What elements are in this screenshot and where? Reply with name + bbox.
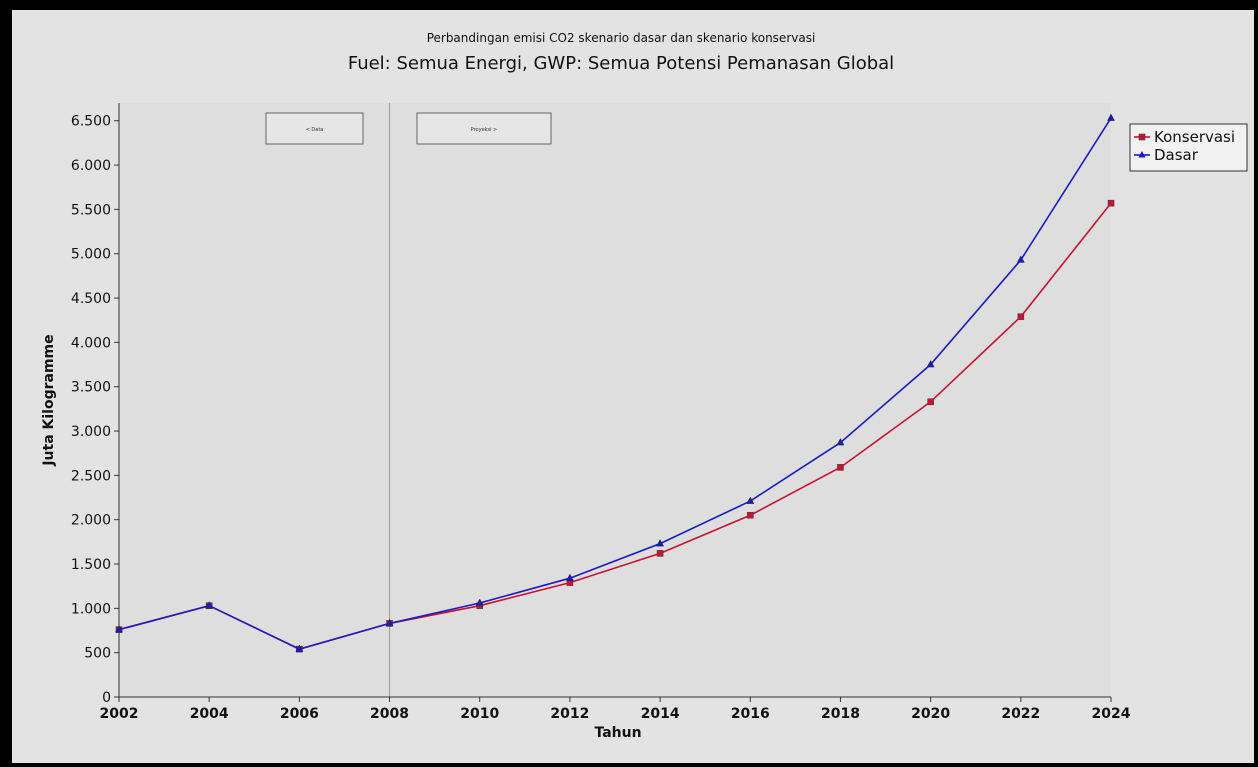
region-label: Proyeksi > bbox=[471, 127, 498, 133]
legend-frame bbox=[1129, 123, 1248, 172]
x-axis-label: Tahun bbox=[594, 725, 641, 741]
data-point-konservasi bbox=[746, 511, 754, 519]
y-tick-label: 4.000 bbox=[71, 335, 111, 351]
data-point-dasar bbox=[656, 539, 665, 547]
x-tick-label: 2016 bbox=[731, 706, 770, 722]
y-tick-label: 4.500 bbox=[71, 291, 111, 307]
data-point-konservasi bbox=[837, 464, 844, 471]
region-label: < Data bbox=[306, 127, 324, 133]
y-tick-label: 5.500 bbox=[71, 202, 111, 218]
data-point-dasar bbox=[746, 496, 755, 504]
data-point-konservasi bbox=[656, 550, 664, 557]
y-tick-label: 2.500 bbox=[71, 468, 111, 484]
plot-area bbox=[119, 103, 1111, 697]
data-point-dasar bbox=[1016, 255, 1025, 263]
x-tick-label: 2012 bbox=[550, 706, 589, 722]
legend-marker-dasar bbox=[1138, 151, 1146, 158]
x-tick-label: 2024 bbox=[1092, 706, 1131, 722]
legend-label-konservasi: Konservasi bbox=[1154, 128, 1235, 146]
y-tick-label: 2.000 bbox=[71, 513, 111, 529]
data-point-dasar bbox=[926, 360, 935, 368]
y-tick-label: 1.500 bbox=[71, 557, 111, 573]
x-tick-label: 2014 bbox=[641, 706, 680, 722]
x-axis: 2002 2004 2006 2008 2010 2012 2014 2016 2018 2020… bbox=[100, 696, 1131, 722]
data-point-dasar bbox=[836, 438, 845, 446]
data-point-dasar bbox=[1107, 113, 1115, 121]
series-dasar bbox=[115, 113, 1115, 652]
y-axis-label: Juta Kilogramme bbox=[41, 334, 57, 466]
data-point-dasar bbox=[475, 598, 484, 606]
x-tick-label: 2022 bbox=[1001, 706, 1040, 722]
data-point-konservasi bbox=[927, 398, 934, 406]
line-chart: < Data Proyeksi > 0 500 1.000 1.500 2.000 2.50… bbox=[41, 103, 1248, 741]
y-axis: 0 500 1.000 1.500 2.000 2.500 3.000 3.500 4.000 4… bbox=[71, 103, 120, 706]
x-tick-label: 2004 bbox=[190, 706, 229, 722]
series-line-dasar bbox=[118, 117, 1112, 650]
y-tick-label: 1.000 bbox=[71, 601, 111, 617]
x-tick-label: 2008 bbox=[370, 706, 409, 722]
region-label-box bbox=[265, 112, 364, 145]
chart-subtitle: Perbandingan emisi CO2 skenario dasar da… bbox=[426, 31, 816, 45]
region-label-box bbox=[416, 112, 552, 145]
legend-marker-konservasi bbox=[1138, 133, 1146, 141]
x-tick-label: 2020 bbox=[911, 706, 950, 722]
data-point-dasar bbox=[295, 644, 304, 652]
y-tick-label: 6.000 bbox=[71, 158, 111, 174]
legend-label-dasar: Dasar bbox=[1154, 146, 1199, 164]
chart-title: Fuel: Semua Energi, GWP: Semua Potensi P… bbox=[347, 53, 895, 74]
x-tick-label: 2010 bbox=[460, 706, 499, 722]
y-tick-label: 3.000 bbox=[71, 424, 111, 440]
x-tick-label: 2002 bbox=[100, 706, 139, 722]
x-tick-label: 2018 bbox=[821, 706, 860, 722]
y-tick-label: 6.500 bbox=[71, 114, 111, 130]
y-tick-label: 500 bbox=[84, 646, 111, 662]
y-tick-label: 0 bbox=[102, 690, 111, 706]
data-point-dasar bbox=[115, 625, 123, 633]
x-tick-label: 2006 bbox=[280, 706, 319, 722]
data-point-konservasi bbox=[1107, 199, 1115, 207]
data-point-dasar bbox=[385, 618, 394, 627]
y-tick-label: 5.000 bbox=[71, 247, 111, 263]
data-point-dasar bbox=[565, 573, 574, 581]
data-point-konservasi bbox=[1017, 313, 1025, 320]
chart-panel: Perbandingan emisi CO2 skenario dasar da… bbox=[12, 10, 1254, 763]
data-point-dasar bbox=[205, 601, 214, 609]
y-tick-label: 3.500 bbox=[71, 380, 111, 396]
